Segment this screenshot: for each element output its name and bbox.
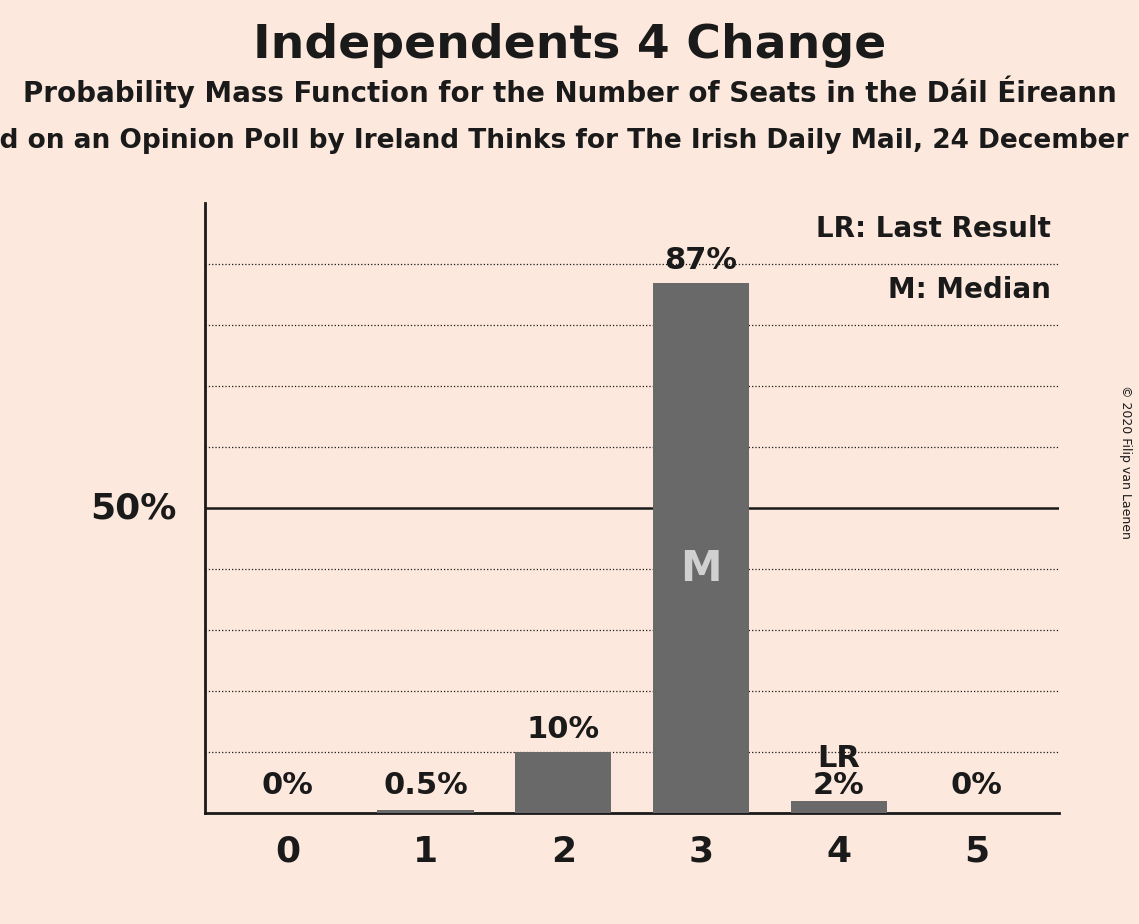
Text: M: Median: M: Median xyxy=(888,276,1050,305)
Text: 0%: 0% xyxy=(951,771,1002,799)
Bar xyxy=(790,801,887,813)
Text: 10%: 10% xyxy=(526,715,600,744)
Text: 0.5%: 0.5% xyxy=(383,771,468,799)
Text: Based on an Opinion Poll by Ireland Thinks for The Irish Daily Mail, 24 December: Based on an Opinion Poll by Ireland Thin… xyxy=(0,128,1139,153)
Text: 2%: 2% xyxy=(813,771,865,799)
Text: 87%: 87% xyxy=(664,246,738,274)
Text: 0%: 0% xyxy=(262,771,313,799)
Bar xyxy=(653,283,749,813)
Text: © 2020 Filip van Laenen: © 2020 Filip van Laenen xyxy=(1118,385,1132,539)
Text: 50%: 50% xyxy=(90,492,177,525)
Text: LR: Last Result: LR: Last Result xyxy=(816,215,1050,244)
Text: Independents 4 Change: Independents 4 Change xyxy=(253,23,886,68)
Bar xyxy=(515,752,612,813)
Text: Probability Mass Function for the Number of Seats in the Dáil Éireann: Probability Mass Function for the Number… xyxy=(23,76,1116,108)
Text: LR: LR xyxy=(818,745,860,773)
Bar xyxy=(377,810,474,813)
Text: M: M xyxy=(680,548,722,590)
